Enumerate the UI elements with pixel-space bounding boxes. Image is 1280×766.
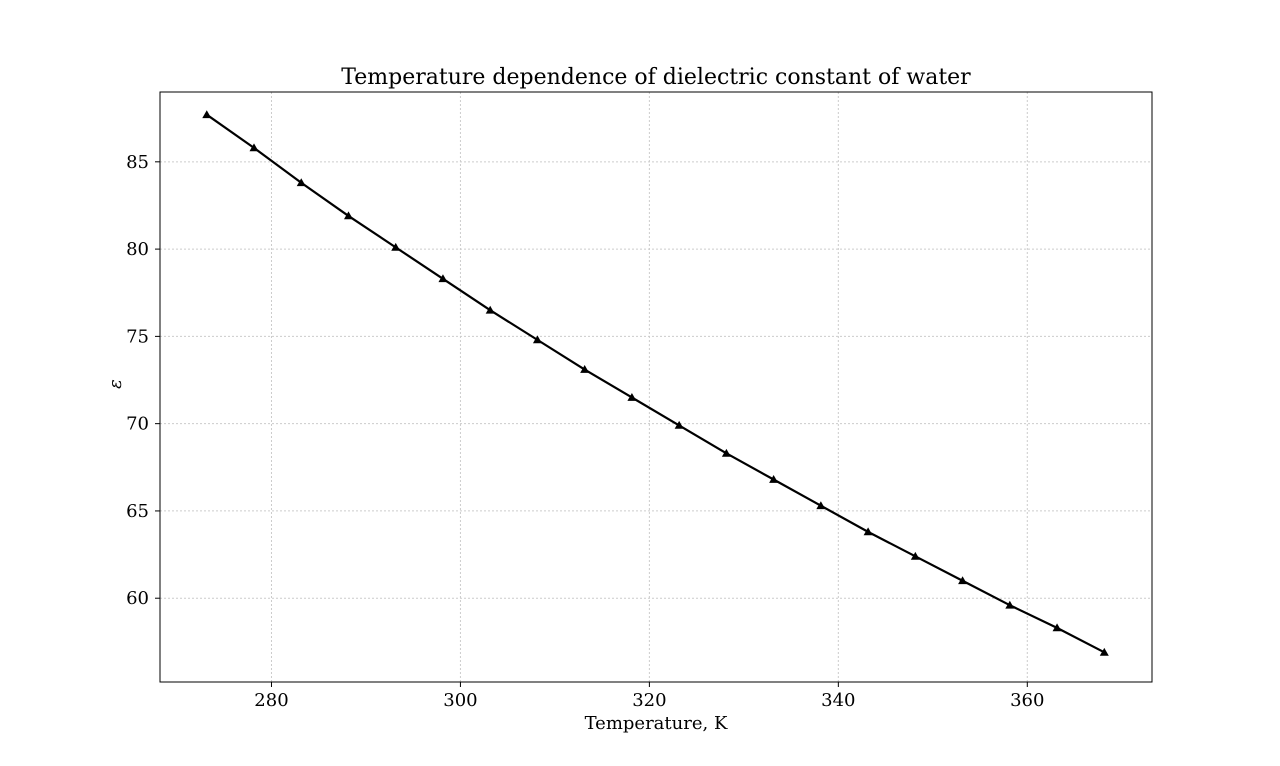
data-point [863, 527, 873, 536]
y-tick-label: 75 [126, 326, 149, 347]
y-tick-label: 65 [126, 501, 149, 522]
data-point [343, 211, 353, 220]
data-point [1099, 647, 1109, 656]
data-point [580, 365, 590, 373]
data-point [674, 420, 684, 429]
x-tick-label: 280 [254, 690, 288, 711]
x-axis-label: Temperature, K [585, 713, 728, 734]
grid [160, 92, 1152, 682]
series-line [206, 113, 1105, 654]
data-point [1005, 600, 1015, 609]
data-point [249, 143, 259, 152]
data-point [769, 475, 779, 483]
x-tick-label: 320 [632, 690, 666, 711]
y-tick-label: 80 [126, 239, 149, 260]
data-point [485, 305, 495, 314]
data-point [816, 501, 826, 510]
data-point [202, 110, 212, 119]
y-tick-label: 60 [126, 588, 149, 609]
y-tick-label: 70 [126, 414, 149, 435]
data-point [627, 392, 637, 401]
y-axis-label: ε [105, 379, 126, 389]
plot-frame [159, 91, 1153, 683]
x-tick-label: 360 [1010, 690, 1044, 711]
data-point [296, 178, 306, 187]
x-tick-label: 340 [821, 690, 855, 711]
chart-title: Temperature dependence of dielectric con… [341, 65, 971, 90]
axis-ticks: 280 300 320 340 360 60 65 70 75 80 85 [126, 152, 1044, 711]
x-tick-label: 300 [443, 690, 477, 711]
data-point [1052, 623, 1062, 632]
data-point [910, 551, 920, 560]
data-point [721, 448, 731, 457]
data-point [532, 335, 542, 344]
series-layer [202, 110, 1109, 656]
data-point [958, 576, 968, 585]
data-point [438, 274, 448, 283]
data-point [391, 242, 401, 251]
y-tick-label: 85 [126, 152, 149, 173]
